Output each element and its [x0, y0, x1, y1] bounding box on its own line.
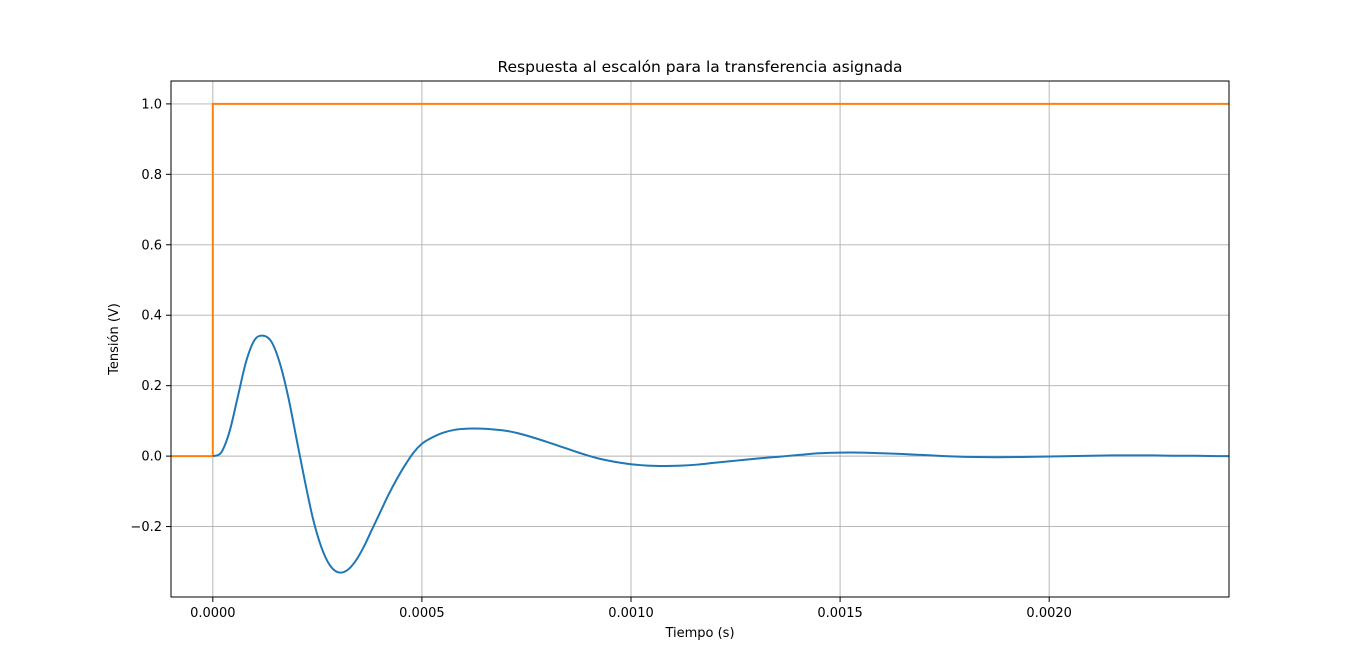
step-input-series-line	[171, 102, 1229, 458]
x-tick-label: 0.0005	[399, 606, 445, 621]
axis-ticks: 0.0000 0.0005 0.0010 0.0015 0.0020 −0.2 0.0 0.2…	[130, 97, 1072, 621]
y-tick-label: 0.4	[141, 309, 162, 324]
chart-title: Respuesta al escalón para la transferenc…	[497, 58, 902, 76]
x-tick-label: 0.0010	[608, 606, 654, 621]
y-tick-label: −0.2	[130, 520, 162, 535]
grid	[171, 81, 1229, 597]
y-tick-label: 0.8	[141, 168, 162, 183]
x-tick-label: 0.0015	[817, 606, 863, 621]
y-tick-label: 0.6	[141, 238, 162, 253]
y-tick-label: 0.0	[141, 450, 162, 465]
y-tick-label: 1.0	[141, 97, 162, 112]
y-axis-label: Tensión (V)	[107, 303, 122, 376]
x-tick-label: 0.0000	[190, 606, 236, 621]
plot-frame	[170, 80, 1230, 598]
plot-series	[171, 102, 1229, 574]
response-series-line	[212, 334, 1229, 574]
y-tick-label: 0.2	[141, 379, 162, 394]
x-axis-label: Tiempo (s)	[664, 626, 734, 641]
x-tick-label: 0.0020	[1026, 606, 1072, 621]
